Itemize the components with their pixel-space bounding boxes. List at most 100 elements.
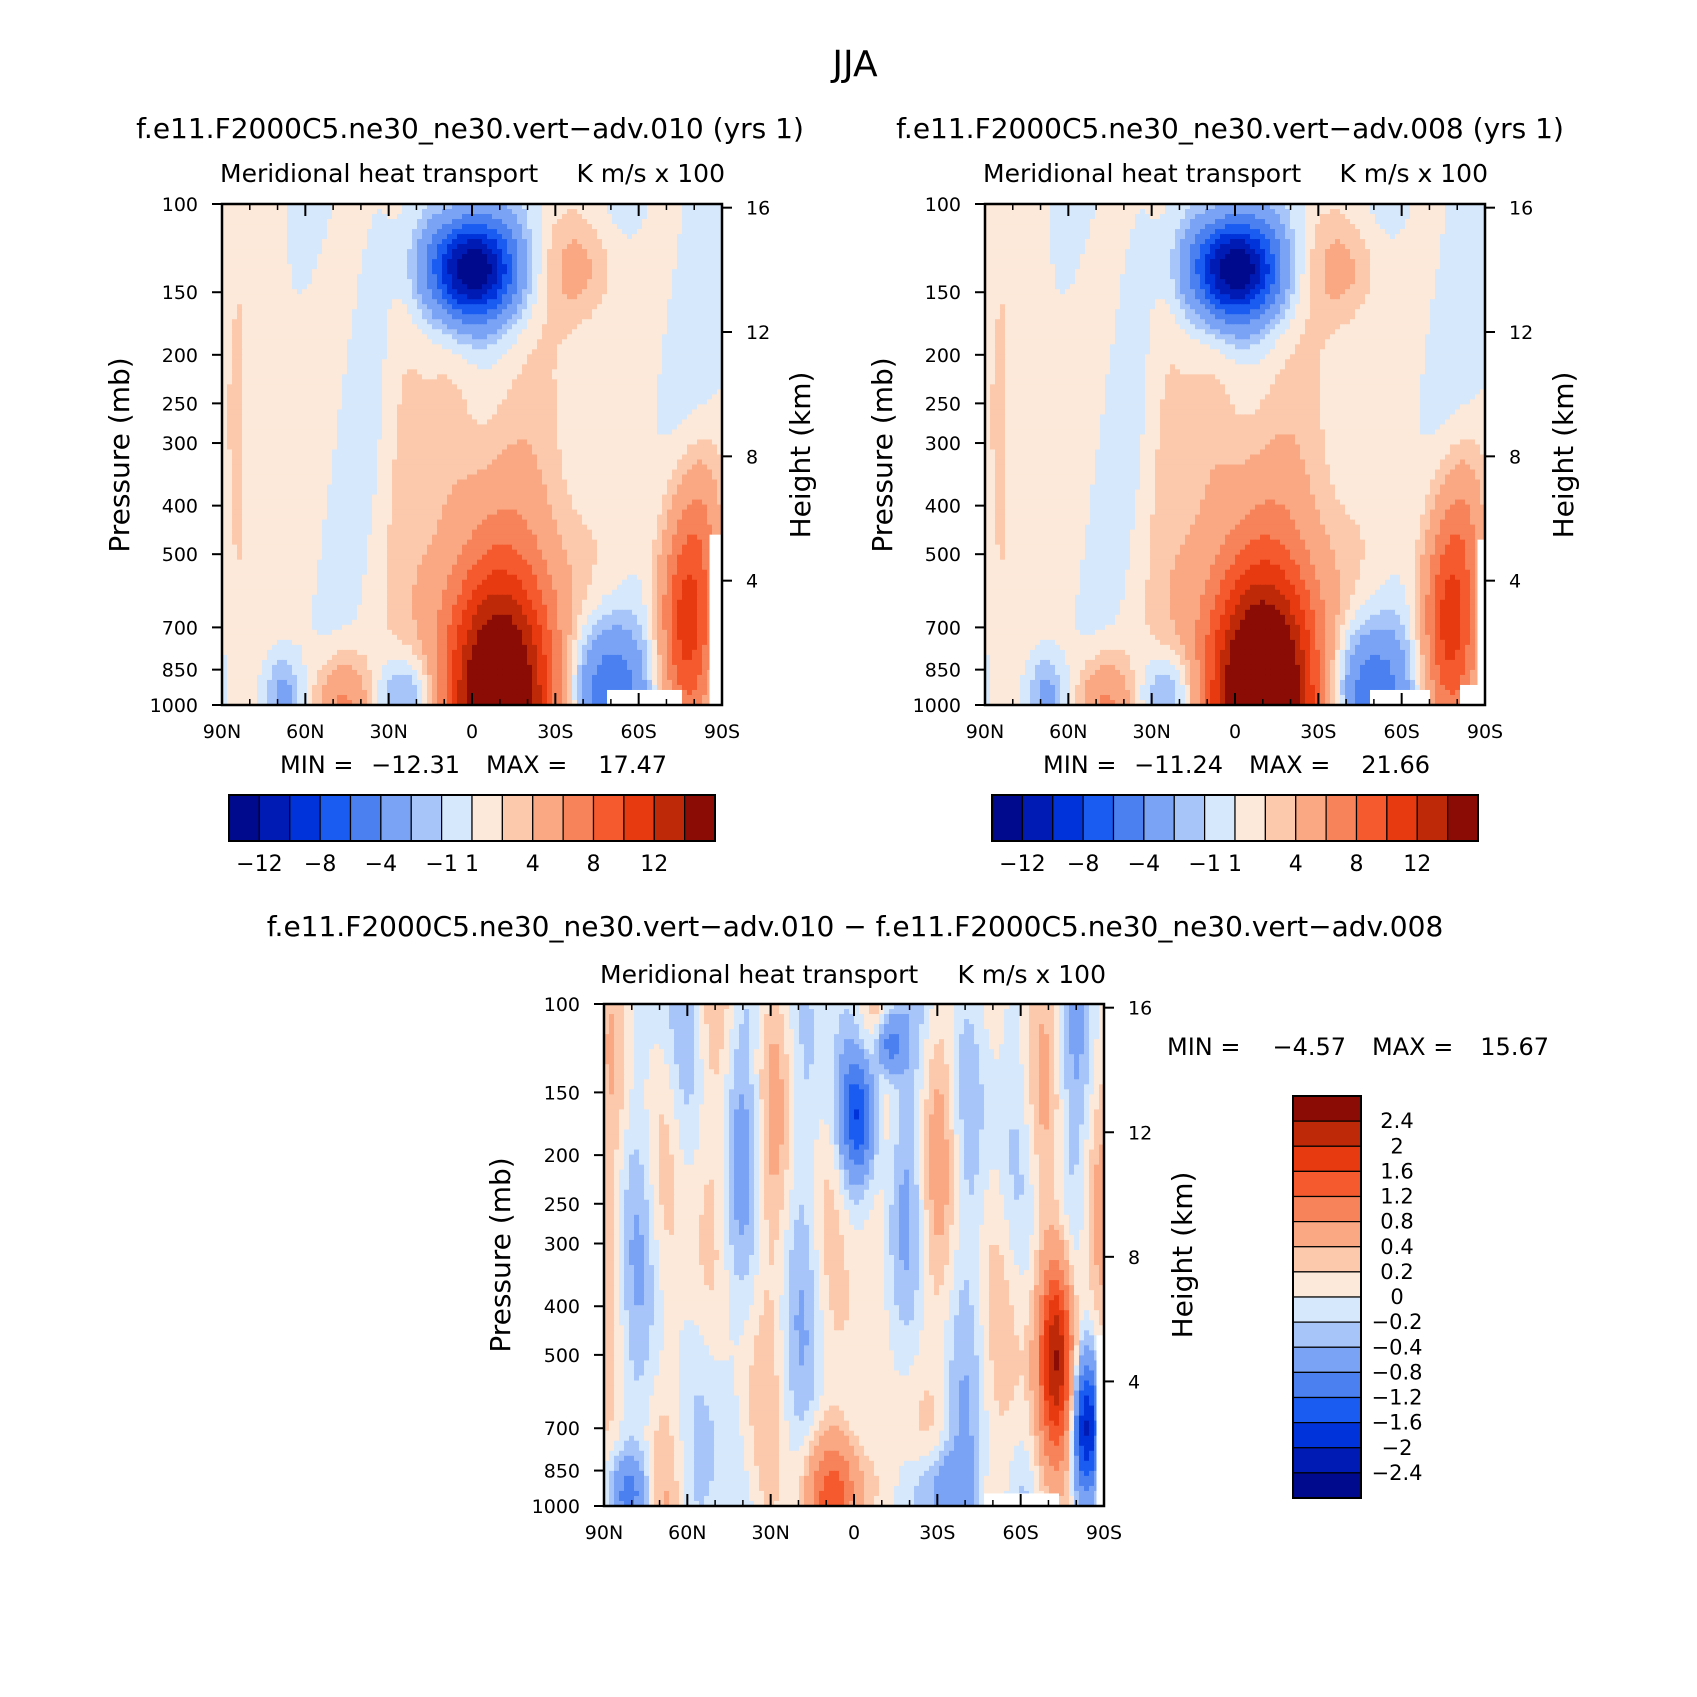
field-cell [477,284,483,290]
field-cell [687,414,693,420]
field-cell [507,349,513,355]
field-cell [427,299,433,305]
field-cell [552,219,558,225]
field-cell [427,374,433,380]
field-cell [382,334,388,340]
field-cell [397,304,403,310]
field-cell [337,409,343,415]
field-cell [267,304,273,310]
field-cell [527,214,533,220]
field-cell [672,349,678,355]
field-cell [292,339,298,345]
field-cell [637,419,643,425]
field-cell [487,414,493,420]
field-cell [262,429,268,435]
field-cell [547,449,553,455]
field-cell [572,384,578,390]
field-cell [517,219,523,225]
field-cell [627,349,633,355]
field-cell [712,354,718,360]
field-cell [572,319,578,325]
field-cell [512,364,518,370]
field-cell [317,404,323,410]
field-cell [612,419,618,425]
field-cell [277,254,283,260]
field-cell [667,344,673,350]
field-cell [502,219,508,225]
field-cell [387,414,393,420]
field-cell [487,219,493,225]
field-cell [567,274,573,280]
field-cell [627,304,633,310]
field-cell [627,314,633,320]
field-cell [622,324,628,330]
field-cell [712,229,718,235]
field-cell [292,244,298,250]
field-cell [662,364,668,370]
field-cell [377,334,383,340]
field-cell [652,389,658,395]
field-cell [397,414,403,420]
field-cell [637,284,643,290]
field-cell [427,404,433,410]
field-cell [477,324,483,330]
field-cell [507,344,513,350]
field-cell [247,214,253,220]
field-cell [682,409,688,415]
field-cell [352,409,358,415]
field-cell [252,389,258,395]
field-cell [382,319,388,325]
field-cell [462,219,468,225]
field-cell [537,449,543,455]
field-cell [612,439,618,445]
field-cell [397,449,403,455]
field-cell [582,419,588,425]
field-cell [617,209,623,215]
field-cell [502,314,508,320]
field-cell [467,339,473,345]
field-cell [342,429,348,435]
field-cell [612,299,618,305]
field-cell [387,284,393,290]
field-cell [562,294,568,300]
field-cell [622,279,628,285]
field-cell [277,279,283,285]
field-cell [377,239,383,245]
field-cell [692,274,698,280]
field-cell [322,284,328,290]
field-cell [447,439,453,445]
field-cell [602,439,608,445]
field-cell [642,279,648,285]
field-cell [377,289,383,295]
field-cell [287,419,293,425]
field-cell [427,274,433,280]
field-cell [452,439,458,445]
field-cell [527,254,533,260]
field-cell [607,284,613,290]
field-cell [327,414,333,420]
field-cell [272,404,278,410]
field-cell [587,344,593,350]
field-cell [652,404,658,410]
field-cell [427,349,433,355]
field-cell [562,379,568,385]
field-cell [392,244,398,250]
field-cell [472,289,478,295]
field-cell [407,304,413,310]
field-cell [397,389,403,395]
field-cell [627,214,633,220]
field-cell [557,369,563,375]
field-cell [267,329,273,335]
field-cell [307,219,313,225]
field-cell [402,304,408,310]
field-cell [467,259,473,265]
field-cell [442,374,448,380]
field-cell [357,394,363,400]
field-cell [557,379,563,385]
field-cell [347,219,353,225]
field-cell [307,319,313,325]
field-cell [457,209,463,215]
field-cell [632,299,638,305]
field-cell [592,314,598,320]
field-cell [302,414,308,420]
